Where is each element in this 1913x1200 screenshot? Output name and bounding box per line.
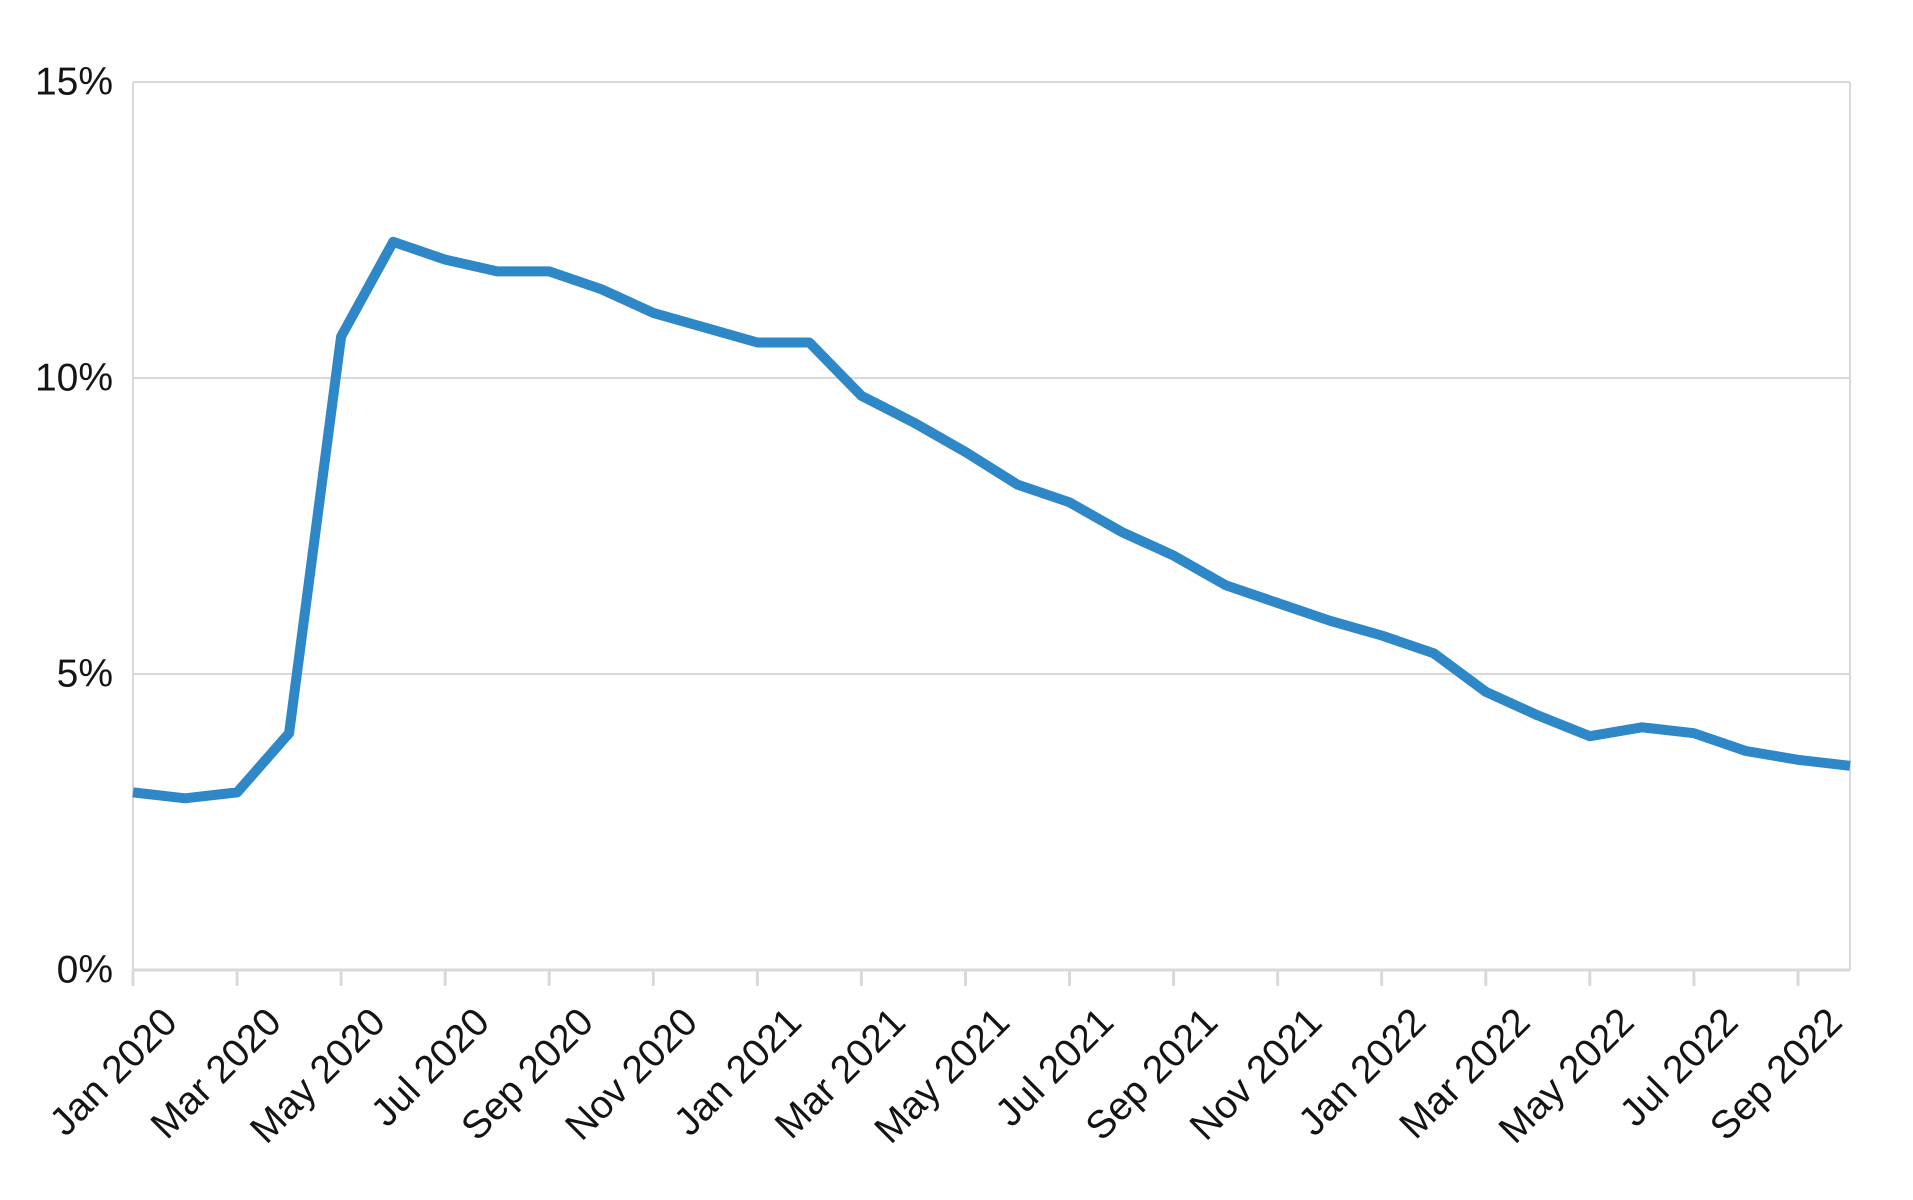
y-tick-label: 0% [57, 949, 113, 992]
y-tick-label: 15% [35, 61, 113, 104]
y-tick-label: 5% [57, 653, 113, 696]
data-line-series [132, 236, 1851, 804]
y-tick-label: 10% [35, 357, 113, 400]
